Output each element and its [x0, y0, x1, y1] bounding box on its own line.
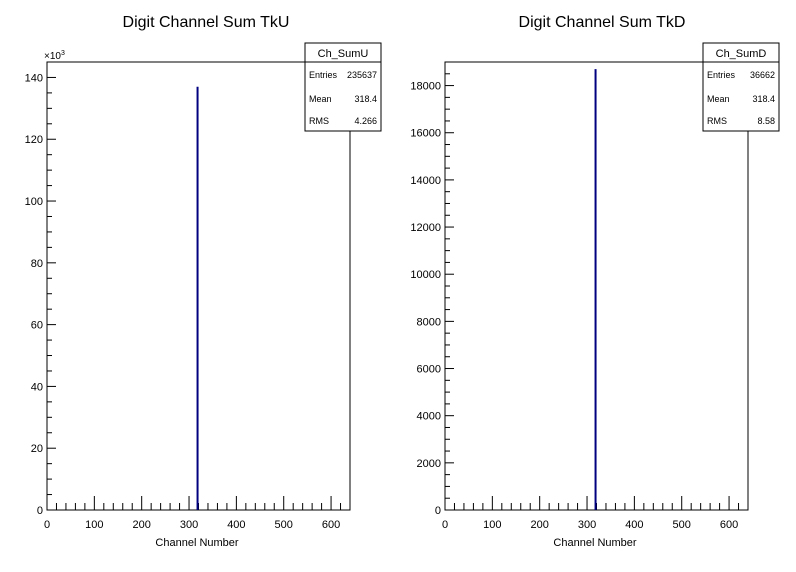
stats-mean-label: Mean [707, 94, 730, 104]
x-tick-label: 400 [625, 519, 643, 531]
x-tick-label: 100 [85, 519, 103, 531]
stats-mean-value: 318.4 [752, 94, 775, 104]
stats-entries-value: 235637 [347, 70, 377, 80]
x-axis-label: Channel Number [553, 537, 636, 549]
y-tick-label: 2000 [417, 458, 441, 470]
x-tick-label: 300 [180, 519, 198, 531]
stats-entries-value: 36662 [750, 70, 775, 80]
y-tick-label: 140 [25, 72, 43, 84]
histogram-chart-tkd: Digit Channel Sum TkD 0 100 200 300 400 500 60… [410, 14, 780, 549]
stats-entries-label: Entries [309, 70, 338, 80]
x-tick-label: 500 [275, 519, 293, 531]
y-axis-exponent: ×103 [44, 50, 65, 62]
x-tick-label: 600 [720, 519, 738, 531]
x-tick-label: 300 [578, 519, 596, 531]
y-tick-label: 6000 [417, 364, 441, 376]
stats-box-name: Ch_SumU [318, 48, 369, 60]
chart-title: Digit Channel Sum TkD [519, 14, 686, 31]
x-tick-label: 0 [442, 519, 448, 531]
stats-box: Ch_SumU Entries 235637 Mean 318.4 RMS 4.… [304, 42, 382, 132]
stats-mean-value: 318.4 [354, 94, 377, 104]
x-tick-label: 200 [133, 519, 151, 531]
x-tick-label: 0 [44, 519, 50, 531]
stats-entries-label: Entries [707, 70, 736, 80]
y-tick-label: 100 [25, 196, 43, 208]
stats-box: Ch_SumD Entries 36662 Mean 318.4 RMS 8.5… [702, 42, 780, 132]
x-tick-label: 200 [531, 519, 549, 531]
stats-rms-value: 4.266 [354, 116, 377, 126]
y-tick-label: 12000 [410, 222, 441, 234]
y-tick-label: 80 [31, 258, 43, 270]
x-tick-label: 500 [673, 519, 691, 531]
y-tick-label: 0 [37, 505, 43, 517]
y-tick-label: 10000 [410, 269, 441, 281]
x-tick-label: 400 [227, 519, 245, 531]
histogram-panel-tku: Digit Channel Sum TkU 0 100 200 300 400 500 60… [25, 14, 382, 549]
stats-mean-label: Mean [309, 94, 332, 104]
stats-rms-label: RMS [707, 116, 727, 126]
x-axis-label: Channel Number [155, 537, 238, 549]
x-tick-label: 100 [483, 519, 501, 531]
y-tick-label: 8000 [417, 316, 441, 328]
y-tick-label: 120 [25, 134, 43, 146]
y-tick-label: 14000 [410, 175, 441, 187]
y-tick-label: 4000 [417, 411, 441, 423]
chart-title: Digit Channel Sum TkU [123, 14, 290, 31]
stats-rms-label: RMS [309, 116, 329, 126]
stats-rms-value: 8.58 [757, 116, 775, 126]
y-tick-label: 0 [435, 505, 441, 517]
y-tick-label: 16000 [410, 128, 441, 140]
stats-box-name: Ch_SumD [716, 48, 767, 60]
histogram-panel-tkd: Digit Channel Sum TkD 0 100 200 300 400 500 60… [398, 0, 796, 572]
y-tick-label: 60 [31, 320, 43, 332]
y-tick-label: 18000 [410, 81, 441, 93]
y-tick-label: 40 [31, 381, 43, 393]
histogram-chart-tku: Digit Channel Sum TkU 0 100 200 300 400 500 60… [25, 14, 382, 549]
x-tick-label: 600 [322, 519, 340, 531]
y-tick-label: 20 [31, 443, 43, 455]
